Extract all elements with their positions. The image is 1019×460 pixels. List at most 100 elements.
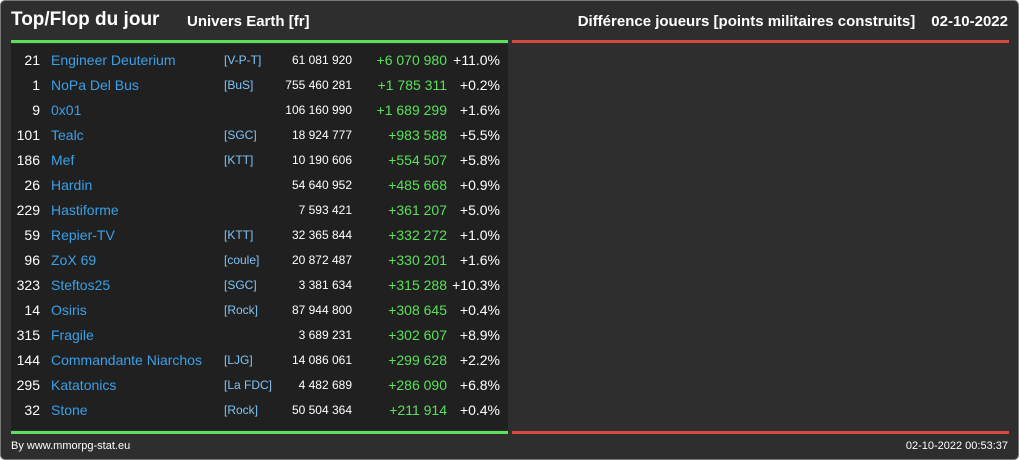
percent-change: +5.5% (459, 127, 500, 143)
player-points: 61 081 920 (291, 53, 352, 67)
player-points: 54 640 952 (291, 178, 352, 192)
top-divider-green (11, 40, 508, 43)
percent-change: +1.0% (459, 227, 500, 243)
player-name-link[interactable]: Repier-TV (51, 227, 115, 243)
player-rank: 32 (24, 402, 40, 418)
percent-change: +8.9% (459, 327, 500, 343)
player-rank: 229 (16, 202, 40, 218)
player-name-link[interactable]: Katatonics (51, 377, 117, 393)
footer-credit: By www.mmorpg-stat.eu (11, 440, 131, 452)
percent-change: +5.8% (459, 152, 500, 168)
points-difference: +315 288 (388, 277, 447, 293)
points-difference: +286 090 (388, 377, 447, 393)
player-points: 87 944 800 (291, 303, 352, 317)
points-difference: +332 272 (388, 227, 447, 243)
table-row: 144 Commandante Niarchos [LJG] 14 086 061 +2… (11, 348, 508, 373)
alliance-tag-link[interactable]: [KTT] (224, 153, 254, 167)
table-row: 59 Repier-TV [KTT] 32 365 844 +332 272 +1.0% (11, 223, 508, 248)
player-points: 18 924 777 (291, 128, 352, 142)
player-rank: 144 (16, 352, 40, 368)
percent-change: +0.9% (459, 177, 500, 193)
points-difference: +299 628 (388, 352, 447, 368)
points-difference: +361 207 (388, 202, 447, 218)
alliance-tag-link[interactable]: [KTT] (224, 228, 254, 242)
points-difference: +983 588 (388, 127, 447, 143)
points-difference: +485 668 (388, 177, 447, 193)
percent-change: +11.0% (453, 52, 500, 68)
percent-change: +5.0% (459, 202, 500, 218)
percent-change: +0.4% (459, 402, 500, 418)
player-name-link[interactable]: Hastiforme (51, 202, 119, 218)
alliance-tag-link[interactable]: [La FDC] (224, 378, 273, 392)
page-title: Top/Flop du jour (11, 9, 160, 30)
player-name-link[interactable]: Engineer Deuterium (51, 52, 176, 68)
player-rank: 295 (16, 377, 40, 393)
player-rank: 14 (24, 302, 40, 318)
player-rank: 59 (24, 227, 40, 243)
player-points: 106 160 990 (285, 103, 352, 117)
alliance-tag-link[interactable]: [coule] (224, 253, 260, 267)
top-divider-red (512, 40, 1009, 43)
universe-label: Univers Earth [fr] (187, 13, 310, 30)
player-points: 4 482 689 (298, 378, 352, 392)
table-row: 186 Mef [KTT] 10 190 606 +554 507 +5.8% (11, 148, 508, 173)
table-row: 32 Stone [Rock] 50 504 364 +211 914 +0.4% (11, 398, 508, 423)
header-date: 02-10-2022 (931, 13, 1008, 30)
percent-change: +10.3% (452, 277, 500, 293)
player-name-link[interactable]: Fragile (51, 327, 94, 343)
alliance-tag-link[interactable]: [LJG] (224, 353, 253, 367)
table-row: 21 Engineer Deuterium [V-P-T] 61 081 920 +6 … (11, 48, 508, 73)
player-rank: 9 (32, 102, 40, 118)
player-rank: 26 (24, 177, 40, 193)
points-difference: +1 689 299 (376, 102, 447, 118)
player-rank: 21 (24, 52, 40, 68)
player-name-link[interactable]: Steftos25 (51, 277, 111, 293)
alliance-tag-link[interactable]: [SGC] (224, 278, 257, 292)
percent-change: +0.4% (459, 302, 500, 318)
player-points: 3 689 231 (298, 328, 352, 342)
percent-change: +0.2% (459, 77, 500, 93)
table-row: 295 Katatonics [La FDC] 4 482 689 +286 090 +6… (11, 373, 508, 398)
percent-change: +1.6% (459, 252, 500, 268)
alliance-tag-link[interactable]: [V-P-T] (224, 53, 262, 67)
player-name-link[interactable]: Stone (51, 402, 88, 418)
player-name-link[interactable]: NoPa Del Bus (51, 77, 139, 93)
alliance-tag-link[interactable]: [BuS] (224, 78, 254, 92)
points-difference: +6 070 980 (376, 52, 447, 68)
player-points: 7 593 421 (298, 203, 352, 217)
player-name-link[interactable]: Tealc (51, 127, 84, 143)
player-name-link[interactable]: Mef (51, 152, 75, 168)
player-name-link[interactable]: Osiris (51, 302, 87, 318)
alliance-tag-link[interactable]: [Rock] (224, 403, 259, 417)
percent-change: +2.2% (459, 352, 500, 368)
table-row: 323 Steftos25 [SGC] 3 381 634 +315 288 +10.3% (11, 273, 508, 298)
points-difference: +302 607 (388, 327, 447, 343)
flop-players-panel (512, 44, 1009, 430)
percent-change: +6.8% (459, 377, 500, 393)
player-rank: 96 (24, 252, 40, 268)
bottom-divider-red (512, 431, 1009, 434)
alliance-tag-link[interactable]: [SGC] (224, 128, 257, 142)
alliance-tag-link[interactable]: [Rock] (224, 303, 259, 317)
header-info: Différence joueurs [points militaires co… (578, 13, 1008, 30)
points-difference: +330 201 (388, 252, 447, 268)
player-rank: 1 (32, 77, 40, 93)
table-row: 9 0x01 106 160 990 +1 689 299 +1.6% (11, 98, 508, 123)
player-name-link[interactable]: Commandante Niarchos (51, 352, 202, 368)
player-points: 20 872 487 (291, 253, 352, 267)
points-difference: +308 645 (388, 302, 447, 318)
player-rank: 101 (16, 127, 40, 143)
player-rank: 186 (16, 152, 40, 168)
table-row: 1 NoPa Del Bus [BuS] 755 460 281 +1 785 311 +… (11, 73, 508, 98)
player-name-link[interactable]: 0x01 (51, 102, 82, 118)
points-difference: +211 914 (389, 402, 447, 418)
player-rank: 323 (16, 277, 40, 293)
table-row: 101 Tealc [SGC] 18 924 777 +983 588 +5.5% (11, 123, 508, 148)
player-points: 10 190 606 (291, 153, 352, 167)
player-name-link[interactable]: Hardin (51, 177, 93, 193)
player-rank: 315 (16, 327, 40, 343)
player-name-link[interactable]: ZoX 69 (51, 252, 97, 268)
player-points: 3 381 634 (298, 278, 352, 292)
footer-timestamp: 02-10-2022 00:53:37 (905, 440, 1008, 452)
table-row: 14 Osiris [Rock] 87 944 800 +308 645 +0.4% (11, 298, 508, 323)
